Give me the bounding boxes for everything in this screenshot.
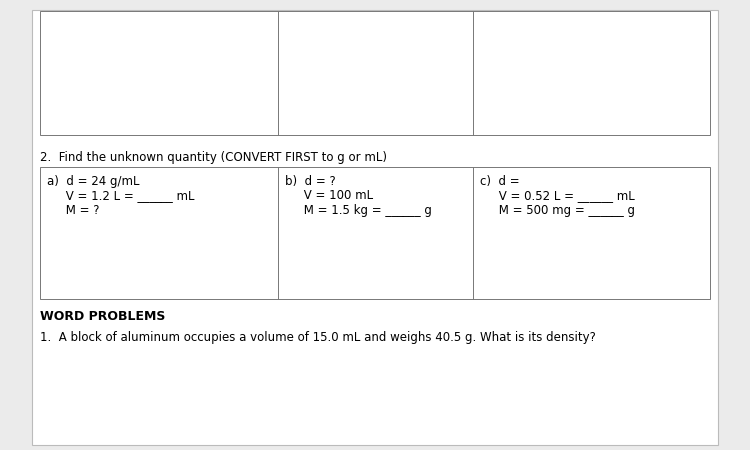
Text: V = 0.52 L = ______ mL: V = 0.52 L = ______ mL [480,189,634,202]
Text: c)  d =: c) d = [480,175,520,188]
Text: b)  d = ?: b) d = ? [285,175,336,188]
Text: 2.  Find the unknown quantity (CONVERT FIRST to g or mL): 2. Find the unknown quantity (CONVERT FI… [40,151,387,164]
Text: V = 100 mL: V = 100 mL [285,189,374,202]
Text: WORD PROBLEMS: WORD PROBLEMS [40,310,165,324]
Text: a)  d = 24 g/mL: a) d = 24 g/mL [47,175,140,188]
Text: M = ?: M = ? [47,204,100,217]
Text: 1.  A block of aluminum occupies a volume of 15.0 mL and weighs 40.5 g. What is : 1. A block of aluminum occupies a volume… [40,331,596,344]
Text: V = 1.2 L = ______ mL: V = 1.2 L = ______ mL [47,189,195,202]
Text: M = 500 mg = ______ g: M = 500 mg = ______ g [480,204,635,217]
Text: M = 1.5 kg = ______ g: M = 1.5 kg = ______ g [285,204,432,217]
